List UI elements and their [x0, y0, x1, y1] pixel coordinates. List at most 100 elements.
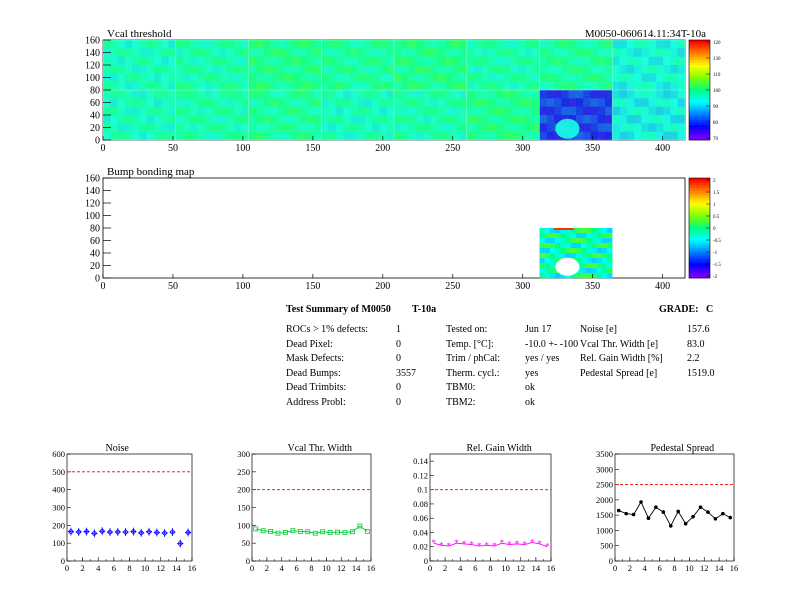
- roc-cell-texture: [517, 73, 526, 82]
- data-point: [624, 511, 628, 516]
- bump-cell: [555, 258, 561, 264]
- roc-cell-texture: [604, 65, 613, 74]
- roc-cell-texture: [532, 98, 540, 107]
- roc-cell-texture: [510, 90, 518, 99]
- roc-cell-texture: [168, 81, 176, 91]
- bump-cell: [596, 258, 603, 264]
- roc-cell-texture: [241, 81, 249, 91]
- roc-cell-texture: [350, 65, 358, 74]
- roc-cell-texture: [306, 56, 315, 66]
- roc-cell-texture: [241, 56, 249, 66]
- roc-cell-texture: [168, 48, 176, 57]
- bump-cell: [544, 243, 551, 249]
- data-point: [676, 509, 681, 514]
- roc-cell-texture: [503, 131, 511, 141]
- data-point: [728, 515, 733, 520]
- roc-cell-texture: [503, 106, 511, 116]
- roc-cell-texture: [481, 115, 489, 124]
- summary-value: ok: [525, 382, 535, 393]
- palette-tick-label: 110: [713, 73, 721, 78]
- bump-cell: [591, 243, 597, 249]
- bump-cell: [591, 228, 597, 234]
- roc-cell-texture: [219, 90, 227, 99]
- y-tick-label: 160: [85, 36, 100, 47]
- bump-cell: [591, 258, 597, 264]
- roc-cell-texture: [277, 48, 286, 57]
- roc-cell-texture: [583, 115, 591, 124]
- roc-cell-texture: [372, 73, 380, 82]
- bump-cell: [586, 243, 592, 249]
- roc-cell-texture: [263, 115, 271, 124]
- roc-cell-texture: [284, 48, 293, 57]
- roc-cell-texture: [394, 98, 402, 107]
- summary-label: Vcal Thr. Width [e]: [580, 338, 659, 350]
- roc-cell-texture: [132, 106, 140, 116]
- roc-cell-texture: [503, 40, 511, 49]
- bump-cell: [601, 258, 608, 264]
- roc-cell-texture: [561, 73, 569, 82]
- roc-cell-texture: [386, 115, 395, 124]
- roc-cell-texture: [306, 73, 315, 82]
- roc-cell-texture: [153, 90, 162, 99]
- roc-cell-texture: [270, 40, 278, 49]
- roc-cell-texture: [110, 106, 118, 116]
- roc-cell-texture: [328, 56, 336, 66]
- roc-cell-texture: [212, 90, 220, 99]
- y-tick-label: 500: [52, 467, 65, 477]
- roc-cell-texture: [139, 81, 147, 91]
- roc-cell-texture: [117, 90, 126, 99]
- y-tick-label: 120: [85, 61, 100, 72]
- roc-cell-texture: [379, 98, 387, 107]
- roc-cell-texture: [372, 98, 380, 107]
- roc-cell-texture: [124, 81, 133, 91]
- roc-cell-texture: [124, 123, 133, 132]
- roc-cell-texture: [583, 106, 591, 116]
- roc-cell-texture: [444, 56, 453, 66]
- roc-cell-texture: [408, 81, 417, 91]
- roc-cell-texture: [284, 131, 293, 141]
- bump-hot-edge: [553, 228, 574, 230]
- summary-plot-pedestal-spread: Pedestal Spread 0 2 4 6 8 10 12 14 16 0 500 1000 1500…: [596, 443, 738, 573]
- roc-cell-texture: [321, 131, 329, 141]
- roc-cell-texture: [386, 98, 395, 107]
- roc-cell-texture: [321, 73, 329, 82]
- palette-band: [689, 220, 710, 224]
- roc-cell-texture: [437, 90, 446, 99]
- x-tick-label: 16: [367, 563, 376, 573]
- roc-cell-texture: [372, 81, 380, 91]
- roc-cell-texture: [575, 98, 584, 107]
- bump-cell: [549, 253, 556, 259]
- data-point: *: [537, 539, 542, 549]
- x-tick-label: 200: [375, 143, 390, 154]
- roc-cell-texture: [110, 48, 118, 57]
- x-tick-label: 12: [700, 563, 709, 573]
- bump-cell: [549, 238, 556, 244]
- roc-cell-texture: [328, 131, 336, 141]
- roc-cell-texture: [641, 81, 649, 91]
- roc-cell-texture: [219, 48, 227, 57]
- roc-cell-texture: [495, 90, 504, 99]
- roc-cell-texture: [626, 106, 635, 116]
- roc-cell-texture: [233, 65, 242, 74]
- bump-cell: [549, 263, 556, 269]
- roc-cell-texture: [474, 65, 482, 74]
- palette-band: [689, 238, 710, 241]
- y-tick-label: 200: [237, 485, 250, 495]
- roc-cell-texture: [604, 73, 613, 82]
- roc-cell-texture: [350, 106, 358, 116]
- bump-cell: [544, 268, 551, 274]
- bump-cell: [539, 258, 545, 264]
- roc-cell-texture: [510, 115, 518, 124]
- roc-cell-texture: [204, 131, 213, 141]
- roc-cell-texture: [510, 131, 518, 141]
- roc-cell-texture: [510, 81, 518, 91]
- roc-cell-texture: [401, 48, 409, 57]
- roc-cell-texture: [648, 106, 657, 116]
- plot-frame: [66, 453, 193, 562]
- roc-cell-texture: [248, 40, 256, 49]
- roc-cell-texture: [284, 73, 293, 82]
- roc-cell-texture: [459, 40, 467, 49]
- roc-cell-texture: [153, 65, 162, 74]
- roc-cell-texture: [270, 106, 278, 116]
- palette-band: [689, 185, 710, 189]
